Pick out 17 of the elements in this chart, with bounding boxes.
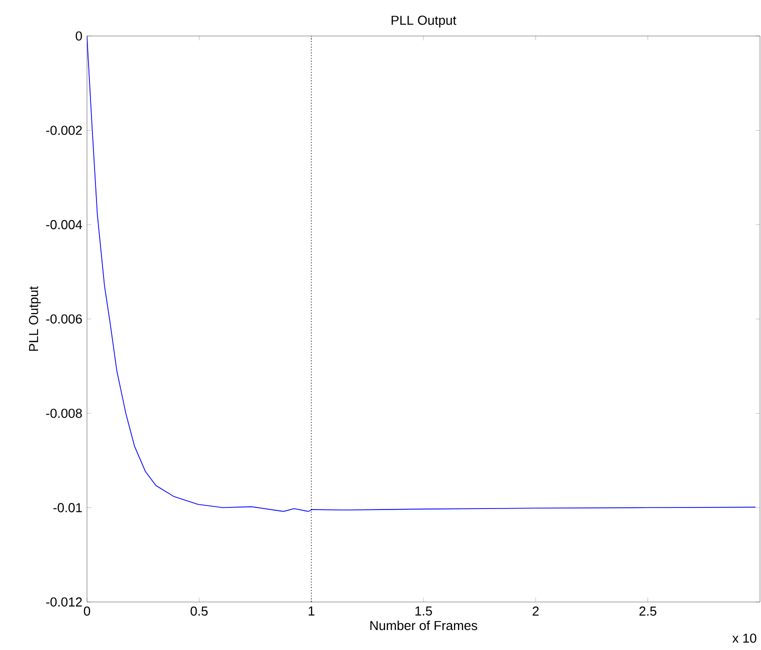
x-tick-label: 1.5 (415, 606, 432, 616)
y-tick-label: -0.002 (46, 126, 82, 135)
y-tick-label: -0.006 (46, 314, 82, 324)
x-tick-label: 0 (84, 606, 90, 616)
y-tick-label: -0.004 (46, 220, 82, 230)
y-tick-label: -0.01 (53, 503, 82, 512)
x-tick-label: 2 (532, 606, 539, 616)
x-axis-title: Number of Frames (370, 620, 478, 630)
x-tick-label: 0.5 (190, 606, 208, 616)
x-tick-label: 1 (308, 606, 314, 616)
chart-title: PLL Output (392, 16, 456, 28)
x-tick-label: 2.5 (639, 606, 656, 616)
y-tick-label: -0.008 (46, 408, 82, 418)
y-axis-title: PLL Output (28, 286, 41, 351)
y-tick-label: 0 (76, 31, 82, 41)
y-tick-label: -0.012 (46, 597, 82, 607)
text: x 10 (732, 634, 756, 643)
